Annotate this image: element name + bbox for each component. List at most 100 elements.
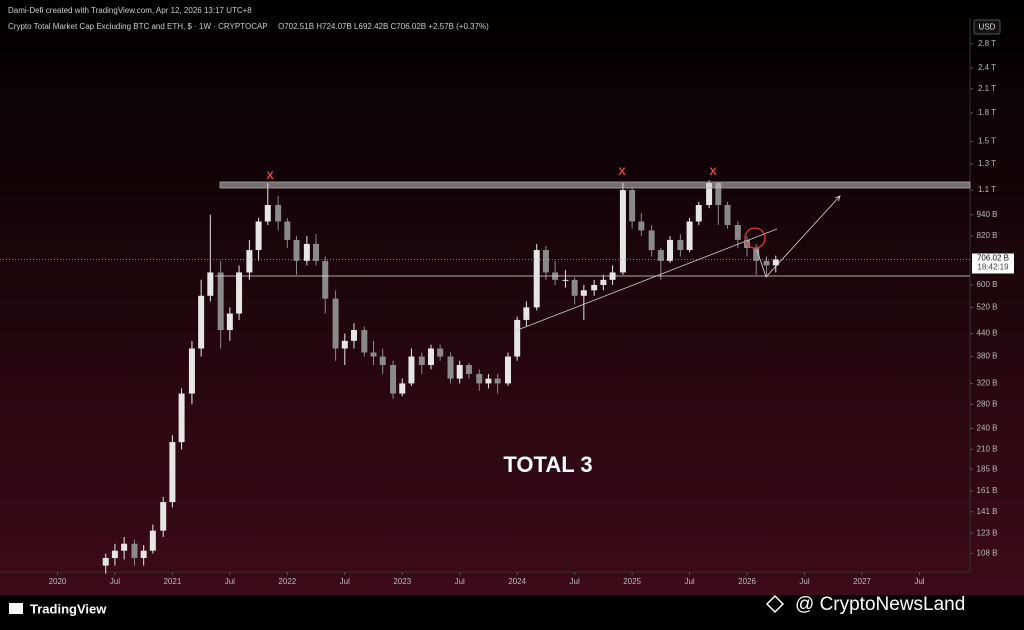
candle-body bbox=[542, 250, 549, 273]
watermark: TradingView bbox=[30, 601, 107, 616]
x-tick-label: Jul bbox=[455, 577, 465, 586]
footer-bar bbox=[0, 595, 1024, 630]
x-tick-label: 2021 bbox=[163, 577, 181, 586]
y-tick-label: 108 B bbox=[977, 549, 998, 558]
y-tick-label: 380 B bbox=[977, 352, 998, 361]
y-tick-label: 320 B bbox=[977, 379, 998, 388]
candle-body bbox=[619, 190, 626, 273]
candle-body bbox=[667, 239, 674, 261]
candle-body bbox=[706, 183, 713, 205]
candle-body bbox=[370, 352, 377, 357]
candle-body bbox=[600, 279, 607, 285]
last-price-box: 706.02 B 18:42:19 bbox=[972, 253, 1014, 274]
y-tick-label: 2.8 T bbox=[978, 39, 996, 48]
candle-body bbox=[677, 239, 684, 251]
candle-body bbox=[523, 307, 530, 320]
y-tick-label: 820 B bbox=[977, 231, 998, 240]
candle-body bbox=[772, 259, 779, 266]
resistance-zone bbox=[219, 181, 971, 189]
peak-mark: X bbox=[618, 166, 626, 178]
last-price-label: 706.02 B bbox=[977, 254, 1009, 263]
candle-body bbox=[293, 239, 300, 261]
candle-body bbox=[198, 295, 205, 349]
candle-body bbox=[131, 543, 138, 558]
candle-body bbox=[591, 284, 598, 291]
candle-body bbox=[476, 373, 483, 384]
x-tick-label: Jul bbox=[684, 577, 694, 586]
candle-body bbox=[390, 364, 397, 394]
candle-body bbox=[418, 356, 425, 365]
candle-body bbox=[303, 243, 310, 261]
candle-body bbox=[514, 319, 521, 357]
candle-body bbox=[246, 250, 253, 273]
candle-body bbox=[255, 221, 262, 251]
y-tick-label: 240 B bbox=[977, 424, 998, 433]
candle-body bbox=[629, 190, 636, 222]
y-tick-label: 185 B bbox=[977, 464, 998, 473]
candle-body bbox=[447, 356, 454, 379]
y-tick-label: 1.1 T bbox=[978, 185, 996, 194]
candle-body bbox=[485, 378, 492, 384]
x-tick-label: 2026 bbox=[738, 577, 756, 586]
candle-body bbox=[533, 250, 540, 308]
candle-body bbox=[580, 290, 587, 296]
y-tick-label: 940 B bbox=[977, 210, 998, 219]
peak-mark: X bbox=[266, 170, 274, 182]
candle-body bbox=[715, 183, 722, 205]
x-tick-label: 2020 bbox=[49, 577, 67, 586]
candle-body bbox=[504, 356, 511, 384]
source-logo bbox=[765, 594, 785, 614]
x-tick-label: 2023 bbox=[393, 577, 411, 586]
candle-body bbox=[724, 204, 731, 226]
countdown: 18:42:19 bbox=[977, 263, 1009, 272]
candle-body bbox=[149, 530, 156, 551]
candle-body bbox=[102, 557, 109, 566]
tv-logo bbox=[9, 603, 23, 614]
currency[interactable]: USD bbox=[979, 23, 996, 32]
currency-box[interactable] bbox=[973, 19, 1001, 35]
candle-body bbox=[562, 279, 569, 281]
y-tick-label: 1.3 T bbox=[978, 159, 996, 168]
peak-mark: X bbox=[709, 166, 717, 178]
candle-body bbox=[648, 230, 655, 251]
last-price-bg bbox=[972, 253, 1014, 274]
candle-body bbox=[437, 348, 444, 357]
y-tick-label: 280 B bbox=[977, 399, 998, 408]
trend-line bbox=[514, 228, 778, 332]
candle-body bbox=[322, 260, 329, 299]
candle-body bbox=[379, 356, 386, 365]
candle-body bbox=[121, 543, 128, 551]
candle-body bbox=[169, 442, 176, 503]
candle-body bbox=[571, 279, 578, 296]
projection-arrow bbox=[756, 196, 840, 278]
candle-body bbox=[686, 221, 693, 251]
x-tick-label: Jul bbox=[799, 577, 809, 586]
candle-body bbox=[207, 272, 214, 296]
candle-body bbox=[160, 502, 167, 531]
background bbox=[0, 0, 1024, 595]
candle-body bbox=[284, 221, 291, 240]
candle-body bbox=[217, 272, 224, 331]
candle-body bbox=[408, 356, 415, 384]
x-tick-label: 2022 bbox=[278, 577, 296, 586]
candle-body bbox=[763, 260, 770, 266]
candle-body bbox=[313, 243, 320, 261]
candle-body bbox=[494, 378, 501, 384]
candles bbox=[102, 180, 779, 574]
candle-body bbox=[427, 348, 434, 365]
candle-body bbox=[111, 550, 118, 558]
x-tick-label: Jul bbox=[110, 577, 120, 586]
candle-body bbox=[456, 364, 463, 379]
candle-body bbox=[332, 298, 339, 349]
candle-body bbox=[226, 313, 233, 331]
x-tick-label: Jul bbox=[225, 577, 235, 586]
y-tick-label: 520 B bbox=[977, 303, 998, 312]
y-tick-label: 1.8 T bbox=[978, 108, 996, 117]
candle-body bbox=[236, 272, 243, 314]
y-tick-label: 123 B bbox=[977, 528, 998, 537]
candle-body bbox=[275, 204, 282, 222]
candle-body bbox=[361, 330, 368, 353]
x-tick-label: Jul bbox=[914, 577, 924, 586]
candle-body bbox=[341, 340, 348, 349]
